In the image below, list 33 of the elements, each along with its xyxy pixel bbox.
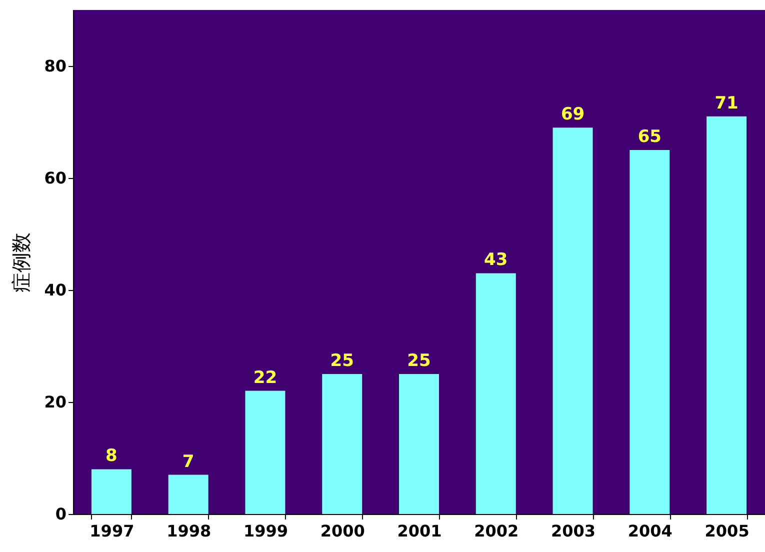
- x-tick-label: 2000: [320, 522, 365, 540]
- bar: [706, 116, 747, 514]
- data-label: 71: [714, 93, 738, 114]
- y-tick-label: 20: [44, 392, 66, 412]
- x-tick-label: 1997: [90, 522, 134, 540]
- data-label: 65: [638, 127, 662, 147]
- y-tick-label: 80: [44, 56, 66, 76]
- data-label: 8: [106, 446, 118, 466]
- bar: [91, 469, 132, 514]
- x-tick-label: 2002: [474, 522, 519, 540]
- x-tick-label: 2005: [704, 522, 750, 540]
- x-tick-label: 2004: [628, 522, 672, 540]
- y-axis-title: 症例数: [9, 232, 34, 292]
- data-label: 7: [182, 452, 194, 472]
- bar: [630, 150, 670, 514]
- data-label: 25: [407, 351, 431, 371]
- x-tick-label: 1998: [166, 522, 212, 540]
- bar: [168, 474, 208, 514]
- x-tick-label: 2001: [397, 522, 442, 540]
- data-label: 25: [330, 351, 354, 371]
- y-tick-label: 60: [44, 168, 66, 188]
- bar: [552, 128, 593, 514]
- x-tick-label: 1999: [243, 522, 288, 540]
- data-label: 69: [560, 104, 585, 125]
- bar: [245, 390, 286, 514]
- y-tick-label: 0: [55, 504, 66, 524]
- y-tick-label: 40: [44, 280, 66, 300]
- bar: [476, 273, 516, 514]
- data-label: 22: [253, 368, 278, 388]
- data-label: 43: [484, 250, 508, 270]
- bar: [322, 374, 362, 514]
- bar: [399, 374, 439, 514]
- x-tick-label: 2003: [551, 522, 596, 540]
